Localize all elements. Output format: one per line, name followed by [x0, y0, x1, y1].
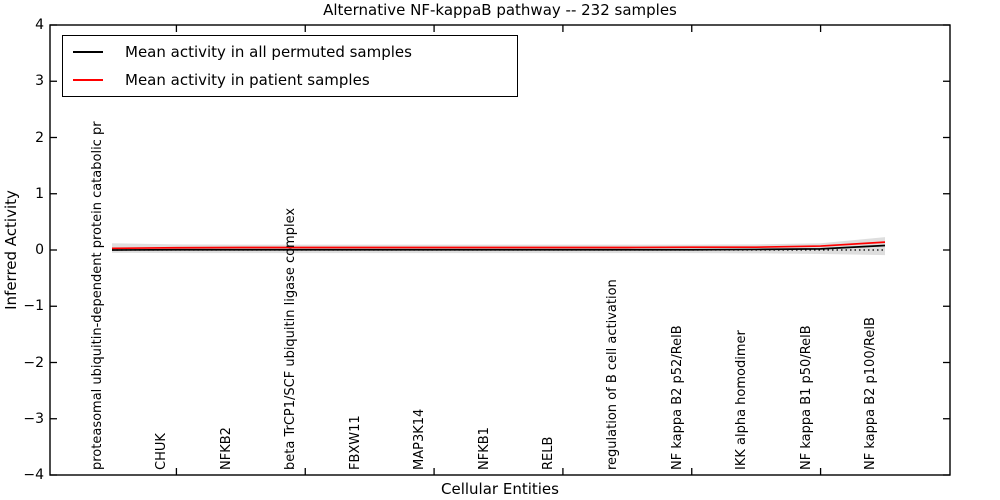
- x-tick-label-5: MAP3K14: [412, 408, 428, 470]
- y-tick-label: −2: [23, 354, 44, 371]
- y-tick-label: −4: [23, 467, 44, 483]
- x-tick-label-6: NFKB1: [476, 427, 492, 470]
- patient-mean-line: [111, 241, 886, 250]
- x-tick-label-11: NF kappa B1 p50/RelB: [798, 325, 814, 470]
- x-tick-label-1: CHUK: [154, 433, 170, 470]
- y-tick-label: −1: [23, 298, 44, 315]
- x-tick-label-2: NFKB2: [218, 427, 234, 470]
- y-tick-label: 1: [35, 185, 44, 202]
- legend-item-patient: Mean activity in patient samples: [73, 69, 517, 91]
- x-tick-label-4: FBXW11: [347, 415, 363, 470]
- y-tick-label: 3: [35, 73, 44, 90]
- x-tick-label-12: NF kappa B2 p100/RelB: [863, 317, 878, 470]
- legend-item-permuted: Mean activity in all permuted samples: [73, 41, 517, 63]
- legend-label-permuted: Mean activity in all permuted samples: [125, 43, 412, 61]
- y-tick-label: −3: [23, 410, 44, 427]
- y-tick-label: 0: [35, 242, 44, 258]
- x-tick-label-0: proteasomal ubiquitin-dependent protein …: [90, 121, 105, 470]
- confidence-band: [112, 237, 885, 256]
- chart-title: Alternative NF-kappaB pathway -- 232 sam…: [323, 1, 677, 19]
- legend: Mean activity in all permuted samples Me…: [62, 35, 518, 97]
- x-tick-label-7: RELB: [540, 436, 556, 470]
- x-tick-label-10: IKK alpha homodimer: [734, 330, 750, 470]
- patient-line-sample-icon: [73, 79, 103, 81]
- permuted-line-sample-icon: [73, 51, 103, 53]
- x-axis-label: Cellular Entities: [441, 480, 559, 498]
- permuted-mean-line: [111, 244, 886, 251]
- x-tick-label-3: beta TrCP1/SCF ubiquitin ligase complex: [283, 207, 299, 470]
- legend-label-patient: Mean activity in patient samples: [125, 71, 370, 89]
- x-tick-label-9: NF kappa B2 p52/RelB: [669, 325, 685, 470]
- x-tick-label-8: regulation of B cell activation: [605, 279, 621, 470]
- y-tick-label: 4: [35, 17, 44, 33]
- y-tick-label: 2: [35, 129, 44, 146]
